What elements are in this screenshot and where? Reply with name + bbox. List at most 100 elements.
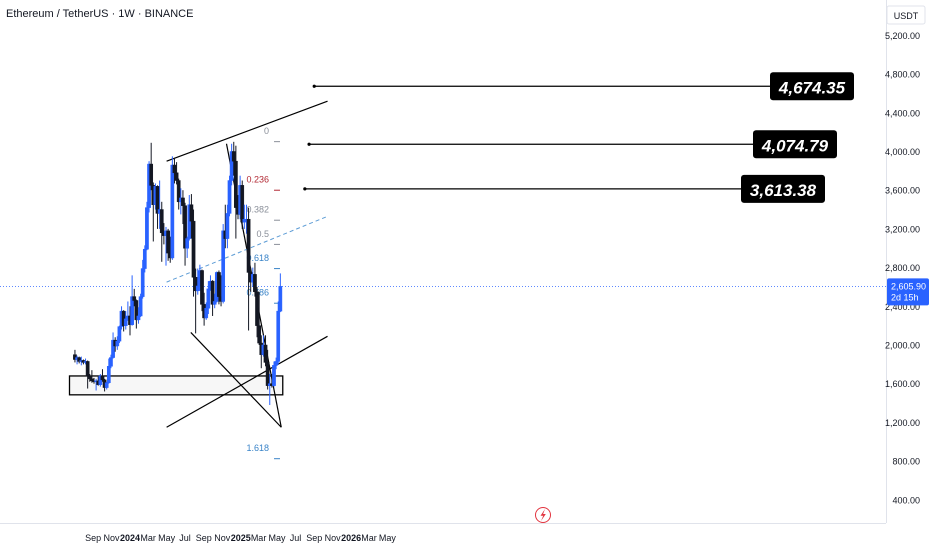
time-tick-label: Sep (306, 533, 322, 543)
time-tick-label: Nov (214, 533, 231, 543)
candle[interactable] (274, 357, 278, 370)
candle[interactable] (234, 145, 238, 239)
target-value: 4,074.79 (761, 136, 829, 155)
candle[interactable] (134, 299, 139, 329)
candle[interactable] (155, 185, 160, 229)
candle[interactable] (85, 360, 90, 389)
candle[interactable] (257, 291, 262, 345)
support-zone (68, 375, 284, 396)
time-tick-label: May (269, 533, 287, 543)
candle[interactable] (227, 175, 232, 217)
candle[interactable] (159, 201, 164, 262)
candle[interactable] (147, 161, 151, 213)
candle[interactable] (106, 358, 111, 384)
candle[interactable] (225, 204, 230, 249)
trendline[interactable] (166, 335, 328, 428)
candle[interactable] (115, 336, 120, 350)
price-tick-label: 4,400.00 (885, 108, 920, 118)
candle[interactable] (149, 142, 154, 191)
candle[interactable] (121, 310, 126, 332)
candle[interactable] (255, 286, 259, 338)
candle[interactable] (195, 268, 200, 295)
target-box[interactable] (753, 130, 837, 159)
candle[interactable] (276, 301, 281, 365)
candle[interactable] (104, 381, 109, 390)
time-tick-label: Sep (85, 533, 101, 543)
candle[interactable] (278, 273, 283, 313)
candle[interactable] (145, 201, 149, 251)
support-zone-box (68, 375, 284, 396)
currency-label: USDT (894, 11, 919, 21)
candle[interactable] (206, 281, 211, 315)
time-tick-label: 2025 (231, 533, 251, 543)
candle[interactable] (183, 202, 187, 266)
flash-icon[interactable] (535, 507, 551, 523)
candle[interactable] (191, 209, 196, 297)
candle[interactable] (136, 307, 141, 324)
candle[interactable] (130, 275, 134, 326)
candle[interactable] (77, 356, 82, 364)
candle[interactable] (142, 245, 147, 273)
candle[interactable] (90, 370, 94, 383)
candle[interactable] (200, 269, 204, 312)
currency-badge[interactable] (886, 5, 926, 25)
candle[interactable] (242, 204, 247, 229)
candle[interactable] (265, 349, 270, 390)
candle[interactable] (140, 259, 145, 299)
candle[interactable] (176, 178, 181, 210)
candle[interactable] (193, 268, 198, 334)
candle[interactable] (73, 349, 77, 363)
candle[interactable] (253, 262, 257, 297)
candle[interactable] (231, 141, 236, 176)
candle[interactable] (229, 143, 234, 186)
price-tick-label: 400.00 (892, 495, 920, 505)
price-tick-label: 2,000.00 (885, 341, 920, 351)
fib-label: 0.5 (256, 229, 269, 239)
candle[interactable] (123, 311, 128, 330)
candle[interactable] (189, 194, 194, 239)
candle[interactable] (174, 162, 179, 185)
candle[interactable] (217, 270, 221, 305)
candle[interactable] (100, 369, 105, 382)
price-tick-label: 1,600.00 (885, 379, 920, 389)
fib-label: 0.236 (246, 175, 269, 185)
candle[interactable] (246, 207, 251, 331)
candle[interactable] (212, 293, 217, 309)
last-price-badge (887, 278, 929, 306)
candle[interactable] (240, 180, 245, 229)
time-tick-label: 2026 (341, 533, 361, 543)
candle[interactable] (185, 236, 190, 258)
candle[interactable] (187, 195, 192, 241)
time-axis[interactable]: Sep Nov 2024 Mar May Jul Sep Nov 2025 Mar May Jul Se… (85, 533, 396, 543)
price-tick-label: 5,200.00 (885, 31, 920, 41)
fib-label: 0.382 (246, 205, 269, 215)
candle[interactable] (117, 325, 122, 344)
candle[interactable] (132, 288, 137, 307)
candle[interactable] (221, 224, 226, 304)
price-axis[interactable]: USDT 5,200.00 4,800.00 4,400.00 4,000.00 3,6… (885, 5, 926, 505)
target-box[interactable] (741, 174, 825, 203)
fib-label: 1.618 (246, 443, 269, 453)
candle[interactable] (138, 293, 143, 317)
candle[interactable] (204, 302, 209, 320)
candle[interactable] (87, 374, 92, 382)
candle[interactable] (111, 332, 115, 359)
trendline[interactable] (190, 332, 282, 428)
candle[interactable] (166, 228, 170, 261)
target-box[interactable] (770, 72, 854, 101)
candle[interactable] (210, 280, 215, 316)
last-price-value: 2,605.90 (891, 281, 926, 291)
candle[interactable] (181, 190, 185, 225)
candle[interactable] (109, 354, 113, 369)
time-tick-label: 2024 (120, 533, 140, 543)
candle[interactable] (263, 335, 268, 367)
candle[interactable] (272, 361, 276, 387)
candle[interactable] (172, 158, 177, 184)
candle[interactable] (170, 156, 175, 260)
candle[interactable] (98, 374, 103, 387)
trendline[interactable] (166, 100, 328, 162)
time-tick-label: Sep (196, 533, 212, 543)
time-tick-label: Mar (140, 533, 156, 543)
